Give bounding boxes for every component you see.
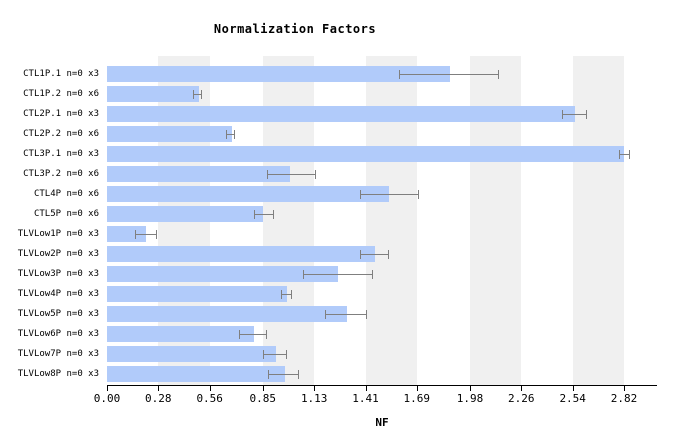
bar xyxy=(107,66,450,82)
bar xyxy=(107,286,287,302)
error-bar xyxy=(398,69,500,79)
error-bar-line xyxy=(304,273,372,275)
x-axis-tick xyxy=(263,386,264,391)
y-axis-label: TLVLow4P n=0 x3 xyxy=(17,289,99,299)
bar xyxy=(107,326,254,342)
x-axis-tick xyxy=(417,386,418,391)
error-bar xyxy=(360,249,390,259)
error-bar-line xyxy=(240,333,266,335)
x-axis-tick-label: 2.54 xyxy=(559,392,586,405)
bar xyxy=(107,246,375,262)
error-bar-line xyxy=(619,153,629,155)
error-bar-line xyxy=(361,193,418,195)
y-axis-label: CTL2P.1 n=0 x3 xyxy=(23,109,99,119)
error-bar-line xyxy=(269,373,299,375)
x-axis-tick-label: 0.56 xyxy=(196,392,223,405)
error-bar xyxy=(134,229,157,239)
error-bar xyxy=(360,189,419,199)
x-axis-tick-label: 2.82 xyxy=(610,392,638,405)
bar xyxy=(107,306,348,322)
y-axis-label: CTL2P.2 n=0 x6 xyxy=(23,129,99,139)
error-bar xyxy=(193,89,203,99)
y-axis-label: CTL4P n=0 x6 xyxy=(33,189,99,199)
error-bar xyxy=(266,169,316,179)
bar xyxy=(107,206,263,222)
error-bar-line xyxy=(194,93,202,95)
error-bar-line xyxy=(399,73,499,75)
error-bar-line xyxy=(135,233,156,235)
error-bar xyxy=(262,349,287,359)
bar xyxy=(107,106,575,122)
x-axis-tick xyxy=(366,386,367,391)
bar xyxy=(107,166,291,182)
error-bar-line xyxy=(227,133,235,135)
y-axis-label: TLVLow7P n=0 x3 xyxy=(17,349,99,359)
x-axis-tick xyxy=(314,386,315,391)
plot-area xyxy=(107,56,657,386)
y-axis-label: CTL1P.1 n=0 x3 xyxy=(23,69,99,79)
bar xyxy=(107,366,285,382)
error-bar-line xyxy=(361,253,389,255)
y-axis-label: TLVLow6P n=0 x3 xyxy=(17,329,99,339)
x-axis-tick xyxy=(573,386,574,391)
bar xyxy=(107,266,338,282)
error-bar-line xyxy=(263,353,286,355)
bar xyxy=(107,86,199,102)
error-bar-line xyxy=(562,113,587,115)
x-axis-tick-label: 1.98 xyxy=(456,392,484,405)
x-axis-tick xyxy=(107,386,108,391)
x-axis-tick xyxy=(158,386,159,391)
y-axis-label: CTL3P.2 n=0 x6 xyxy=(23,169,99,179)
error-bar xyxy=(239,329,267,339)
x-axis-label: NF xyxy=(375,416,389,429)
x-axis-tick xyxy=(470,386,471,391)
x-axis-tick xyxy=(521,386,522,391)
x-axis-tick-label: 1.41 xyxy=(352,392,379,405)
x-axis-tick-label: 1.69 xyxy=(403,392,431,405)
error-bar xyxy=(303,269,373,279)
bar xyxy=(107,186,390,202)
bar xyxy=(107,226,146,242)
y-axis-label: TLVLow2P n=0 x3 xyxy=(17,249,99,259)
x-axis-tick-label: 0.28 xyxy=(145,392,172,405)
x-axis-tick xyxy=(624,386,625,391)
chart-title: Normalization Factors xyxy=(213,22,377,36)
bar xyxy=(107,126,232,142)
y-axis-label: TLVLow8P n=0 x3 xyxy=(17,369,99,379)
error-bar-line xyxy=(326,313,367,315)
bar xyxy=(107,346,276,362)
x-axis-tick-label: 1.13 xyxy=(300,392,328,405)
x-axis-tick-label: 0.00 xyxy=(93,392,121,405)
error-bar xyxy=(268,369,300,379)
y-axis-label: CTL3P.1 n=0 x3 xyxy=(23,149,99,159)
x-axis-tick-label: 2.26 xyxy=(508,392,535,405)
y-axis-label: TLVLow5P n=0 x3 xyxy=(17,309,99,319)
error-bar xyxy=(226,129,236,139)
error-bar-line xyxy=(267,173,315,175)
x-axis-tick xyxy=(210,386,211,391)
error-bar xyxy=(618,149,630,159)
y-axis-label: CTL1P.2 n=0 x6 xyxy=(23,89,99,99)
y-axis-label: TLVLow1P n=0 x3 xyxy=(17,229,99,239)
error-bar xyxy=(253,209,274,219)
error-bar-line xyxy=(254,213,273,215)
x-axis-tick-label: 0.85 xyxy=(249,392,277,405)
y-axis-label: TLVLow3P n=0 x3 xyxy=(17,269,99,279)
error-bar-line xyxy=(282,293,292,295)
y-axis-label: CTL5P n=0 x6 xyxy=(33,209,99,219)
error-bar xyxy=(561,109,588,119)
error-bar xyxy=(325,309,368,319)
grid-band xyxy=(572,56,624,385)
bar xyxy=(107,146,624,162)
error-bar xyxy=(281,289,293,299)
